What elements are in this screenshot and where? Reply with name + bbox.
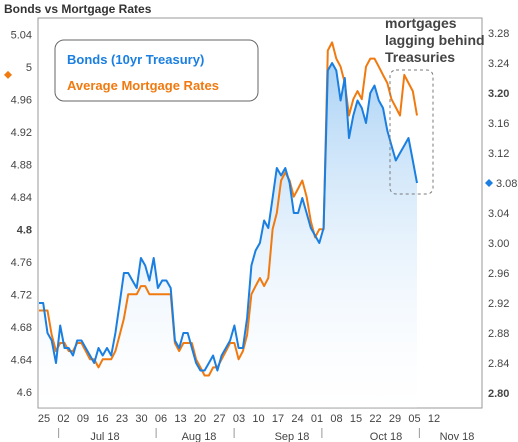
month-label: Jul 18 <box>90 431 119 442</box>
right-axis: 3.28 3.24 3.20 3.16 3.12 3.08 3.04 3.00 2.96 2.92… <box>488 28 517 400</box>
x-tick-label: 25 <box>38 413 50 425</box>
legend: Bonds (10yr Treasury) Average Mortgage R… <box>54 39 259 102</box>
x-tick-label: 01 <box>311 413 323 425</box>
x-tick-label: 08 <box>330 413 342 425</box>
x-tick-label: 05 <box>408 413 420 425</box>
mortgage-rate-line <box>39 41 418 377</box>
annotation-text: mortgages lagging behind Treasuries <box>385 15 488 65</box>
legend-box <box>54 39 259 102</box>
current-value-markers <box>4 70 493 187</box>
bond-area-path <box>39 63 417 408</box>
left-tick-label: 4.76 <box>11 257 32 269</box>
x-tick-label: 20 <box>194 413 206 425</box>
bond-yield-line <box>39 62 418 372</box>
right-tick-label: 3.08 <box>496 178 517 190</box>
bond-area-fill <box>39 63 417 408</box>
x-tick-label: 09 <box>77 413 89 425</box>
left-tick-label: 4.68 <box>11 322 32 334</box>
right-tick-label: 3.12 <box>488 148 509 160</box>
x-axis: 25 02 09 16 23 30 06 13 20 27 03 10 17 24 01 08 15 22 29 05… <box>38 413 475 442</box>
right-tick-label: 2.96 <box>488 268 509 280</box>
bond-current-marker <box>485 179 493 187</box>
right-tick-label: 3.24 <box>488 58 509 70</box>
left-tick-label: 4.96 <box>11 94 32 106</box>
x-tick-label: 12 <box>428 413 440 425</box>
left-tick-label: 4.72 <box>11 289 32 301</box>
x-tick-label: 23 <box>116 413 128 425</box>
left-tick-label: 4.92 <box>11 127 32 139</box>
x-tick-label: 10 <box>252 413 264 425</box>
x-tick-label: 15 <box>350 413 362 425</box>
left-axis: 5.0454.964.924.884.844.84.764.724.684.64… <box>11 29 32 399</box>
x-tick-label: 17 <box>272 413 284 425</box>
right-tick-label: 3.28 <box>488 28 509 40</box>
left-tick-label: 4.6 <box>17 387 32 399</box>
x-tick-label: 24 <box>291 413 303 425</box>
x-tick-label: 29 <box>389 413 401 425</box>
right-tick-label: 2.88 <box>488 328 509 340</box>
x-tick-label: 13 <box>174 413 186 425</box>
right-tick-label: 2.84 <box>488 358 509 370</box>
chart-title: Bonds vs Mortgage Rates <box>4 2 152 16</box>
legend-entry-mortgage: Average Mortgage Rates <box>67 78 219 93</box>
right-tick-label: 3.00 <box>488 238 509 250</box>
right-tick-label: 3.04 <box>488 208 509 220</box>
right-tick-label: 3.20 <box>488 88 509 100</box>
left-tick-label: 4.84 <box>11 192 32 204</box>
x-tick-label: 03 <box>233 413 245 425</box>
x-tick-label: 02 <box>57 413 69 425</box>
right-tick-label: 2.92 <box>488 298 509 310</box>
legend-entry-bonds: Bonds (10yr Treasury) <box>67 52 204 67</box>
annotation-line-1: mortgages <box>385 15 457 31</box>
right-tick-label: 3.16 <box>488 118 509 130</box>
annotation-line-3: Treasuries <box>385 49 455 65</box>
annotation-box <box>389 69 434 195</box>
left-tick-label: 4.88 <box>11 159 32 171</box>
x-tick-label: 16 <box>96 413 108 425</box>
month-label: Aug 18 <box>182 431 217 442</box>
left-tick-label: 4.64 <box>11 354 32 366</box>
series-lines <box>39 41 418 377</box>
left-tick-label: 4.8 <box>17 224 32 236</box>
right-tick-label: 2.80 <box>488 388 509 400</box>
x-tick-label: 06 <box>155 413 167 425</box>
left-tick-label: 5 <box>26 62 32 74</box>
month-label: Oct 18 <box>370 431 402 442</box>
x-tick-label: 27 <box>213 413 225 425</box>
x-tick-label: 30 <box>135 413 147 425</box>
annotation-line-2: lagging behind <box>385 32 485 48</box>
month-label: Sep 18 <box>275 431 310 442</box>
x-tick-label: 22 <box>369 413 381 425</box>
left-tick-label: 5.04 <box>11 29 32 41</box>
month-label: Nov 18 <box>440 431 475 442</box>
mortgage-current-marker <box>4 70 12 79</box>
